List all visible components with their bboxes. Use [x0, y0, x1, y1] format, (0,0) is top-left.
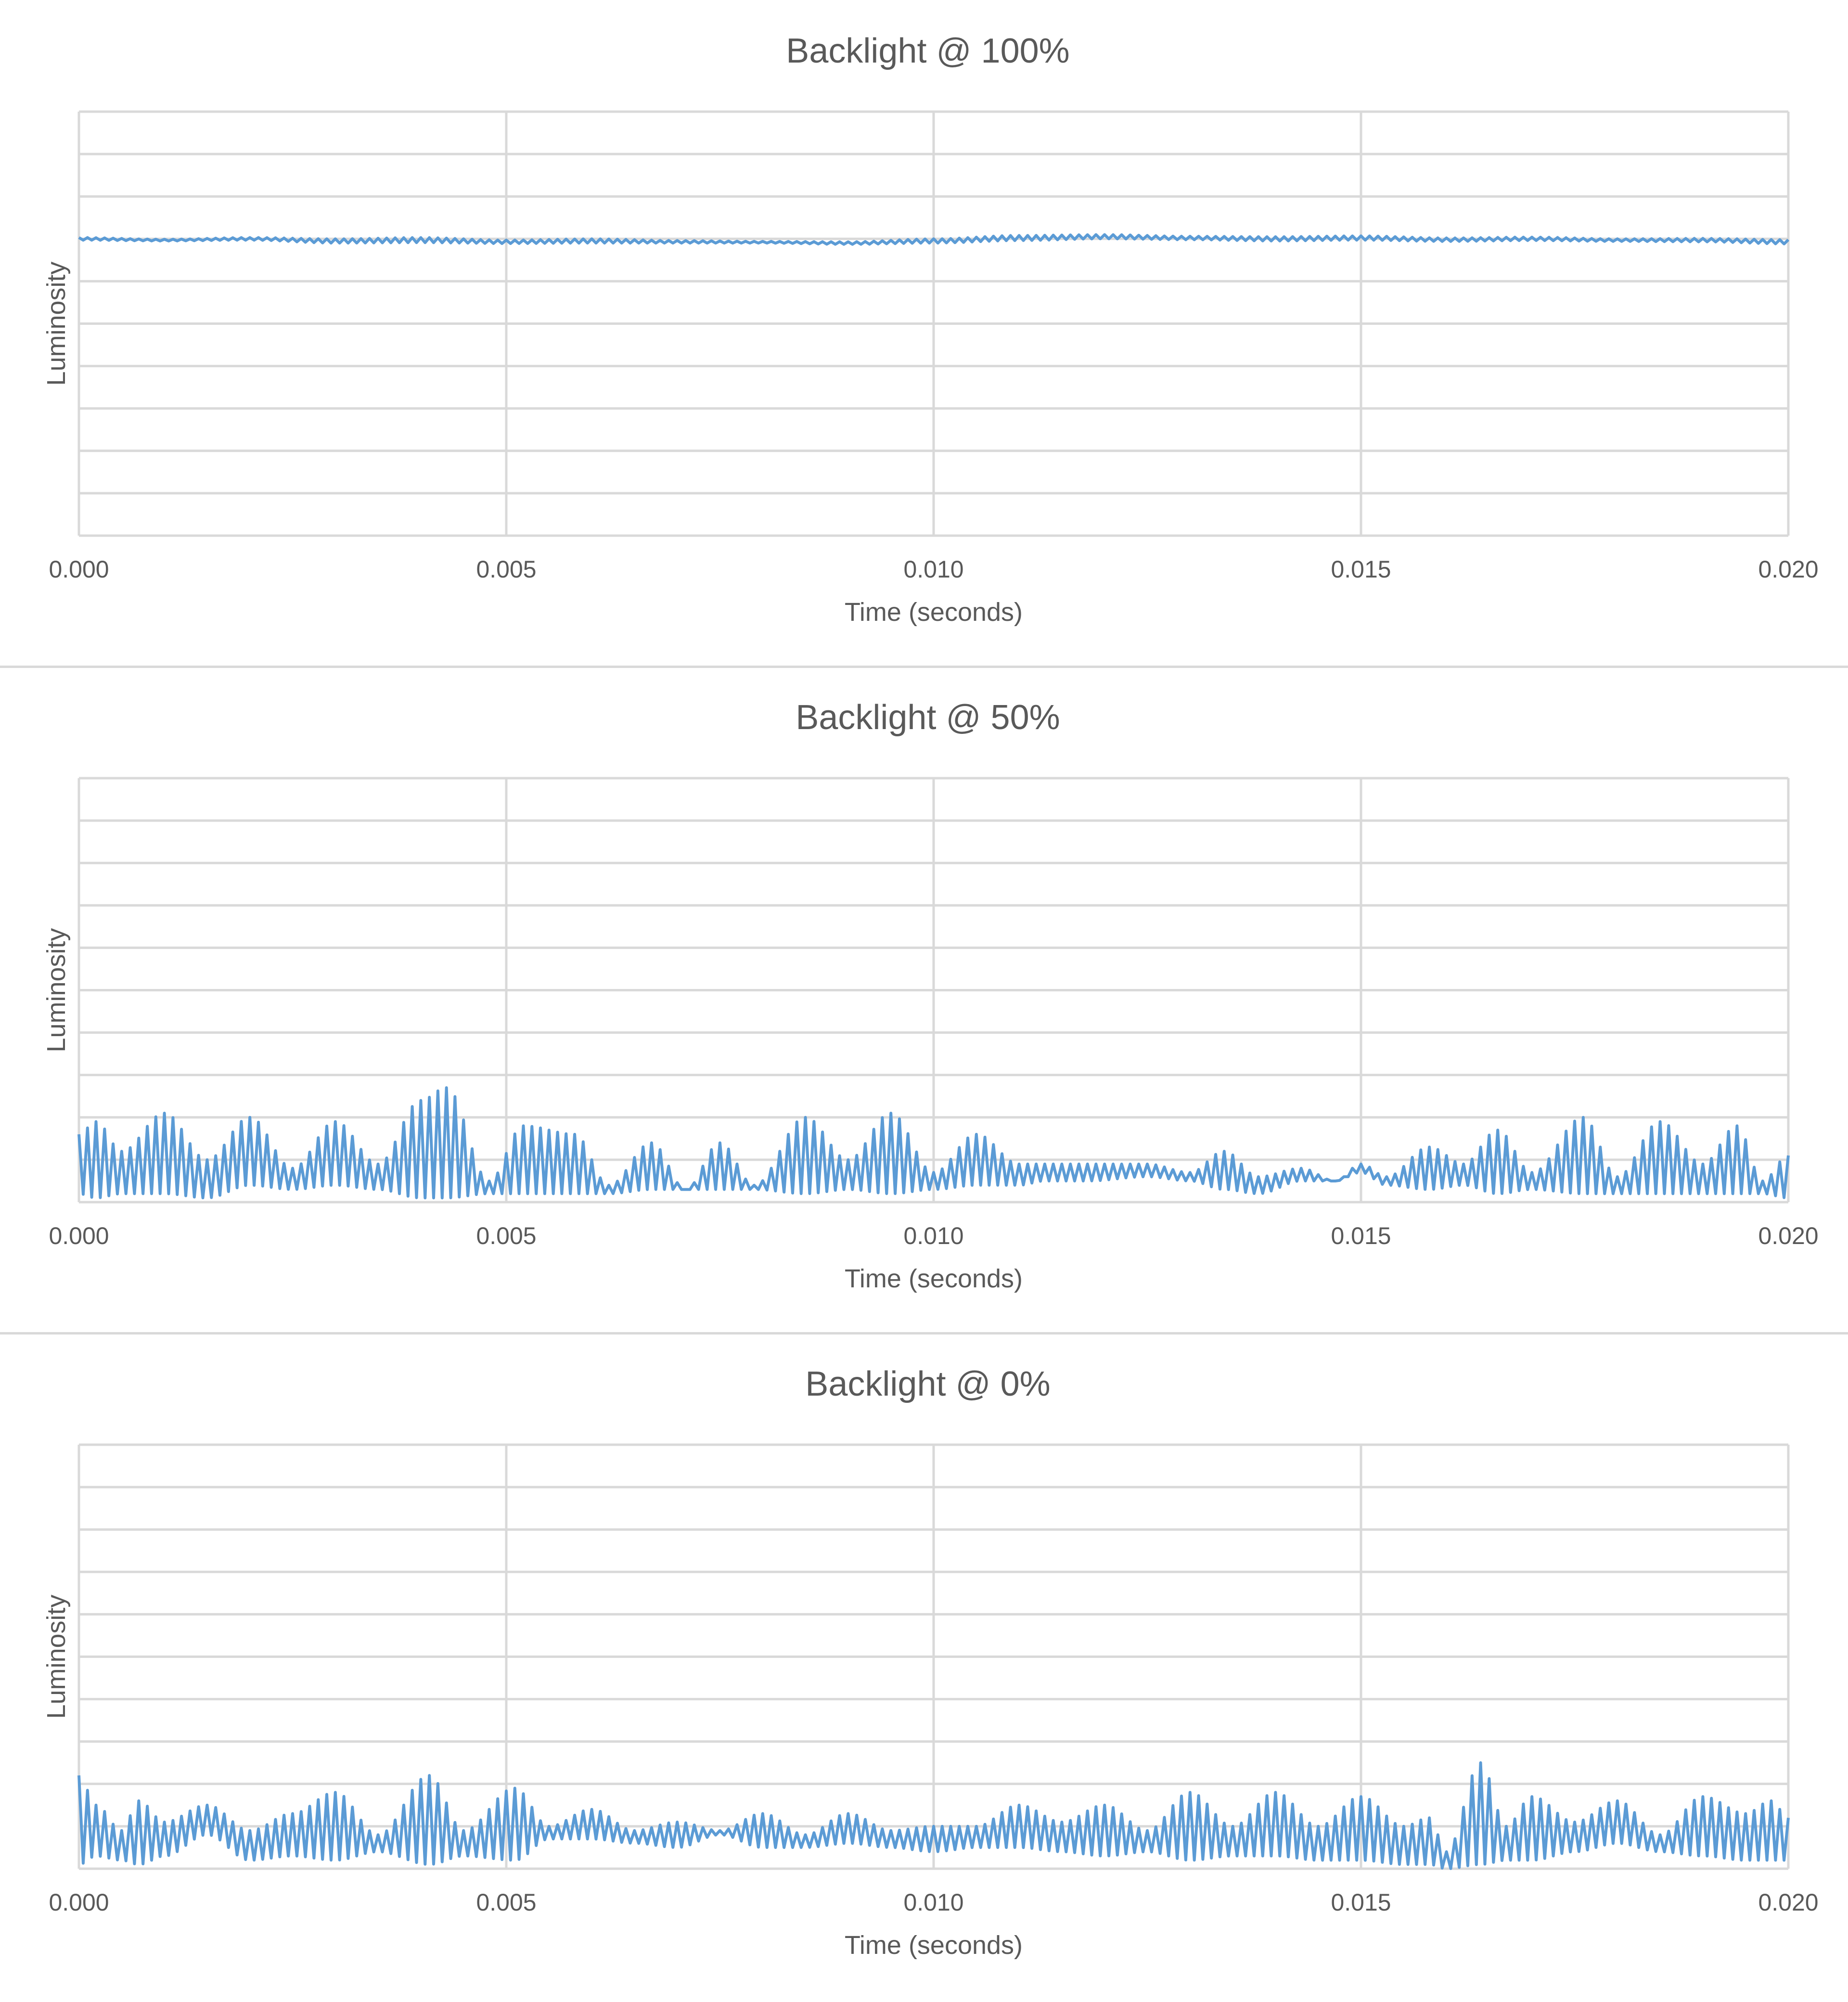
y-axis-label: Luminosity	[42, 928, 71, 1052]
panel-divider	[0, 1332, 1848, 1335]
chart-svg: Backlight @ 100% 0.000 0.005 0.010 0.015 0.02…	[42, 32, 1819, 627]
x-tick-label: 0.000	[49, 1889, 109, 1916]
x-tick-label: 0.000	[49, 1222, 109, 1249]
luminosity-series-line	[77, 1086, 1790, 1200]
x-tick-label: 0.020	[1758, 1222, 1818, 1249]
chart-title: Backlight @ 0%	[805, 1365, 1050, 1403]
x-tick-label: 0.020	[1758, 1889, 1818, 1916]
x-axis-label: Time (seconds)	[845, 1931, 1023, 1960]
x-tick-label: 0.005	[476, 1889, 536, 1916]
luminosity-series-line	[78, 233, 1790, 246]
x-tick-label: 0.010	[903, 556, 963, 583]
x-tick-label: 0.000	[49, 556, 109, 583]
chart-svg: Backlight @ 0% 0.000 0.005 0.010 0.015 0.020 T…	[42, 1365, 1819, 1960]
y-axis-label: Luminosity	[42, 261, 71, 385]
x-tick-label: 0.020	[1758, 556, 1818, 583]
chart-panel-2: Backlight @ 50% 0.000 0.005 0.010 0.015 0.020…	[0, 667, 1848, 1333]
chart-panel-3: Backlight @ 0% 0.000 0.005 0.010 0.015 0.020 T…	[0, 1333, 1848, 2000]
x-tick-label: 0.005	[476, 556, 536, 583]
x-axis-label: Time (seconds)	[845, 1264, 1023, 1293]
x-tick-label: 0.010	[903, 1889, 963, 1916]
chart-title: Backlight @ 100%	[786, 32, 1069, 70]
x-tick-label: 0.005	[476, 1222, 536, 1249]
chart-title: Backlight @ 50%	[796, 698, 1060, 737]
panel-divider	[0, 666, 1848, 668]
x-tick-label: 0.015	[1331, 556, 1391, 583]
x-tick-label: 0.015	[1331, 1889, 1391, 1916]
chart-svg: Backlight @ 50% 0.000 0.005 0.010 0.015 0.020…	[42, 698, 1819, 1293]
x-tick-label: 0.010	[903, 1222, 963, 1249]
chart-panel-1: Backlight @ 100% 0.000 0.005 0.010 0.015 0.02…	[0, 0, 1848, 667]
x-tick-label: 0.015	[1331, 1222, 1391, 1249]
luminosity-series-line	[77, 1761, 1790, 1870]
x-axis-label: Time (seconds)	[845, 598, 1023, 627]
y-axis-label: Luminosity	[42, 1594, 71, 1719]
